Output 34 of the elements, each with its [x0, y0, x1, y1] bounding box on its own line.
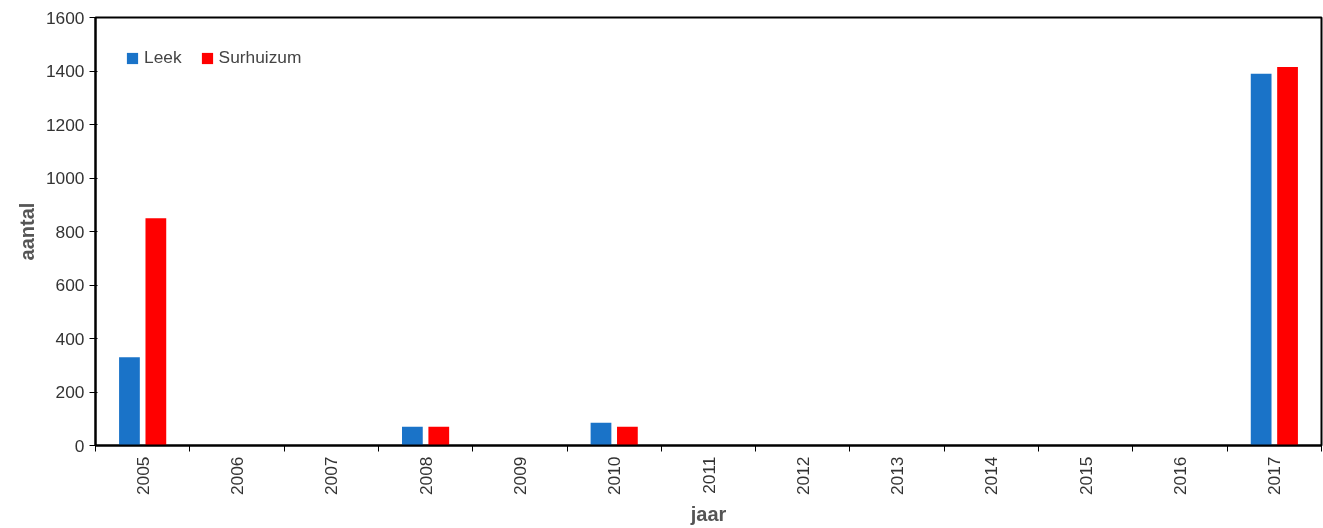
x-tick-label: 2008 [415, 456, 436, 496]
bar [428, 426, 450, 446]
x-tick-label: 2010 [604, 456, 625, 496]
x-tick-label: 2015 [1075, 456, 1096, 496]
bar [590, 422, 612, 446]
x-tick-label: 2009 [509, 456, 530, 496]
bar [617, 426, 638, 446]
y-axis-title: aantal [15, 202, 38, 261]
y-tick-label: 600 [55, 275, 85, 295]
x-axis-title: jaar [689, 503, 727, 526]
legend-label: Leek [144, 47, 182, 68]
y-tick-label: 1600 [45, 7, 85, 28]
bar [1250, 73, 1272, 446]
y-tick-label: 1000 [45, 168, 85, 188]
y-tick-label: 200 [55, 382, 85, 402]
x-tick-label: 2011 [698, 456, 719, 494]
bar [402, 426, 423, 446]
x-tick-label: 2017 [1264, 456, 1285, 496]
bar [1277, 66, 1298, 446]
y-tick-label: 0 [74, 435, 85, 456]
y-tick-label: 400 [55, 328, 85, 349]
x-tick-label: 2012 [792, 456, 813, 496]
bar [119, 357, 140, 446]
x-tick-label: 2013 [887, 456, 908, 496]
y-tick-label: 800 [55, 221, 85, 242]
x-tick-label: 2006 [226, 456, 247, 496]
legend-label: Surhuizum [218, 47, 302, 68]
bar [145, 218, 167, 446]
x-tick-label: 2014 [981, 456, 1002, 496]
y-tick-label: 1400 [45, 61, 85, 81]
x-tick-label: 2016 [1170, 456, 1191, 496]
x-tick-label: 2005 [132, 456, 153, 496]
y-tick-label: 1200 [45, 114, 85, 135]
x-tick-label: 2007 [321, 456, 342, 496]
